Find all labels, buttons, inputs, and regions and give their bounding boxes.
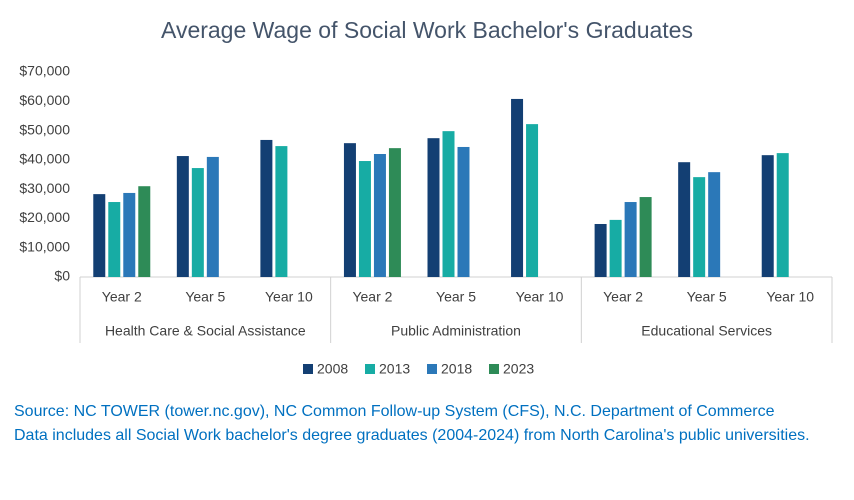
y-tick-label: $30,000 [19, 180, 70, 196]
y-tick-label: $0 [54, 268, 70, 284]
bar [442, 131, 455, 277]
bar [275, 146, 288, 277]
bar [678, 162, 691, 277]
group-label: Health Care & Social Assistance [105, 323, 306, 339]
bar [776, 153, 789, 277]
x-tick-label: Year 2 [603, 289, 643, 305]
x-tick-label: Year 2 [352, 289, 392, 305]
bar [373, 154, 386, 277]
legend-swatch [427, 364, 437, 374]
y-tick-label: $50,000 [19, 121, 70, 137]
y-tick-label: $60,000 [19, 92, 70, 108]
note: Data includes all Social Work bachelor's… [14, 427, 810, 444]
legend-label: 2008 [317, 361, 348, 377]
bar [639, 197, 652, 277]
legend-swatch [303, 364, 313, 374]
y-tick-label: $70,000 [19, 63, 70, 79]
legend-label: 2023 [503, 361, 534, 377]
x-tick-label: Year 10 [516, 289, 564, 305]
bar [457, 146, 470, 277]
bar [511, 98, 524, 277]
bar [260, 139, 273, 277]
bar [191, 168, 204, 277]
bar [138, 186, 151, 277]
bar [176, 156, 189, 277]
x-tick-label: Year 10 [766, 289, 814, 305]
legend-label: 2018 [441, 361, 472, 377]
bar [761, 155, 774, 277]
chart-title: Average Wage of Social Work Bachelor's G… [161, 17, 693, 43]
legend-swatch [365, 364, 375, 374]
bar [206, 156, 219, 277]
bar [358, 161, 371, 277]
x-tick-label: Year 5 [436, 289, 476, 305]
bar [609, 219, 622, 277]
bar [388, 148, 401, 277]
bar [123, 192, 136, 277]
legend-label: 2013 [379, 361, 410, 377]
bar [526, 124, 539, 277]
y-tick-label: $10,000 [19, 238, 70, 254]
bar [93, 194, 106, 277]
group-label: Public Administration [391, 323, 521, 339]
bar [594, 223, 607, 277]
y-tick-label: $40,000 [19, 151, 70, 167]
bar [427, 138, 440, 277]
notes: Source: NC TOWER (tower.nc.gov), NC Comm… [14, 400, 844, 448]
note: Source: NC TOWER (tower.nc.gov), NC Comm… [14, 403, 775, 420]
x-tick-label: Year 5 [185, 289, 225, 305]
bar [693, 177, 706, 277]
legend-swatch [489, 364, 499, 374]
bar [624, 202, 637, 277]
x-tick-label: Year 2 [102, 289, 142, 305]
bar [343, 143, 356, 277]
bar [108, 202, 121, 277]
x-tick-label: Year 10 [265, 289, 313, 305]
y-tick-label: $20,000 [19, 209, 70, 225]
chart: Average Wage of Social Work Bachelor's G… [19, 17, 833, 377]
group-label: Educational Services [641, 323, 772, 339]
bar [708, 172, 721, 277]
x-tick-label: Year 5 [687, 289, 727, 305]
